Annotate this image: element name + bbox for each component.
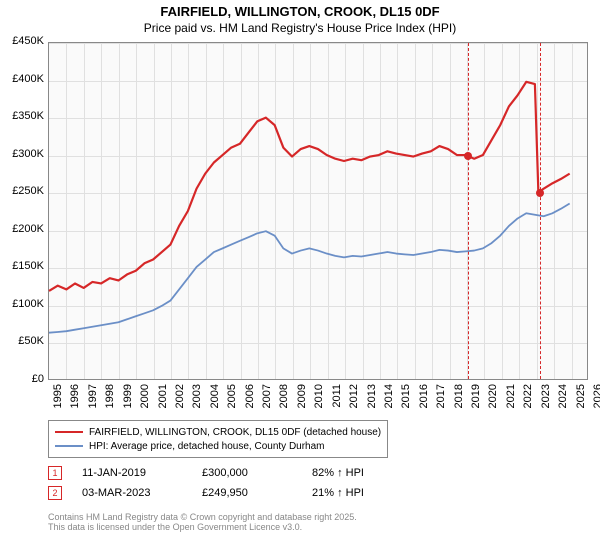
xtick-label: 2011 <box>331 384 343 424</box>
ytick-label: £200K <box>2 223 44 235</box>
xtick-label: 1995 <box>52 384 64 424</box>
attribution: Contains HM Land Registry data © Crown c… <box>48 512 357 532</box>
legend-label: FAIRFIELD, WILLINGTON, CROOK, DL15 0DF (… <box>89 427 381 438</box>
legend-row: FAIRFIELD, WILLINGTON, CROOK, DL15 0DF (… <box>55 425 381 439</box>
xtick-label: 2025 <box>575 384 587 424</box>
ytick-label: £150K <box>2 260 44 272</box>
series-line <box>49 204 570 333</box>
ytick-label: £100K <box>2 298 44 310</box>
xtick-label: 2024 <box>557 384 569 424</box>
legend-swatch <box>55 445 83 447</box>
xtick-label: 2000 <box>139 384 151 424</box>
ytick-label: £400K <box>2 73 44 85</box>
marker-table-row: 2 03-MAR-2023 £249,950 21% ↑ HPI <box>48 486 364 500</box>
xtick-label: 2021 <box>505 384 517 424</box>
xtick-label: 2008 <box>278 384 290 424</box>
xtick-label: 2003 <box>191 384 203 424</box>
ytick-label: £250K <box>2 185 44 197</box>
marker-pct: 21% ↑ HPI <box>312 487 364 499</box>
xtick-label: 1998 <box>104 384 116 424</box>
ytick-label: £450K <box>2 35 44 47</box>
ytick-label: £50K <box>2 335 44 347</box>
plot-area: 12 <box>48 42 588 380</box>
chart-title: FAIRFIELD, WILLINGTON, CROOK, DL15 0DF <box>0 0 600 19</box>
marker-point <box>464 152 472 160</box>
xtick-label: 2020 <box>487 384 499 424</box>
ytick-label: £300K <box>2 148 44 160</box>
attribution-line2: This data is licensed under the Open Gov… <box>48 522 357 532</box>
legend-row: HPI: Average price, detached house, Coun… <box>55 439 381 453</box>
marker-point <box>536 189 544 197</box>
series-line <box>49 82 570 291</box>
legend-box: FAIRFIELD, WILLINGTON, CROOK, DL15 0DF (… <box>48 420 388 458</box>
legend-label: HPI: Average price, detached house, Coun… <box>89 441 325 452</box>
chart-container: FAIRFIELD, WILLINGTON, CROOK, DL15 0DF P… <box>0 0 600 560</box>
xtick-label: 2022 <box>522 384 534 424</box>
xtick-label: 2013 <box>366 384 378 424</box>
marker-table-row: 1 11-JAN-2019 £300,000 82% ↑ HPI <box>48 466 364 480</box>
xtick-label: 1997 <box>87 384 99 424</box>
xtick-label: 2005 <box>226 384 238 424</box>
xtick-label: 2006 <box>244 384 256 424</box>
series-svg <box>49 43 587 379</box>
xtick-label: 2019 <box>470 384 482 424</box>
xtick-label: 2023 <box>540 384 552 424</box>
xtick-label: 2018 <box>453 384 465 424</box>
marker-price: £249,950 <box>202 487 292 499</box>
marker-date: 11-JAN-2019 <box>82 467 182 479</box>
marker-vline <box>468 43 469 379</box>
xtick-label: 2001 <box>157 384 169 424</box>
marker-table-num: 1 <box>48 466 62 480</box>
chart-subtitle: Price paid vs. HM Land Registry's House … <box>0 19 600 39</box>
xtick-label: 2017 <box>435 384 447 424</box>
xtick-label: 2007 <box>261 384 273 424</box>
xtick-label: 2004 <box>209 384 221 424</box>
marker-table-num: 2 <box>48 486 62 500</box>
xtick-label: 2014 <box>383 384 395 424</box>
xtick-label: 2015 <box>400 384 412 424</box>
xtick-label: 1999 <box>122 384 134 424</box>
marker-price: £300,000 <box>202 467 292 479</box>
marker-date: 03-MAR-2023 <box>82 487 182 499</box>
xtick-label: 1996 <box>69 384 81 424</box>
marker-pct: 82% ↑ HPI <box>312 467 364 479</box>
xtick-label: 2012 <box>348 384 360 424</box>
xtick-label: 2016 <box>418 384 430 424</box>
legend-swatch <box>55 431 83 433</box>
attribution-line1: Contains HM Land Registry data © Crown c… <box>48 512 357 522</box>
xtick-label: 2009 <box>296 384 308 424</box>
ytick-label: £350K <box>2 110 44 122</box>
xtick-label: 2026 <box>592 384 600 424</box>
marker-vline <box>540 43 541 379</box>
ytick-label: £0 <box>2 373 44 385</box>
xtick-label: 2002 <box>174 384 186 424</box>
xtick-label: 2010 <box>313 384 325 424</box>
